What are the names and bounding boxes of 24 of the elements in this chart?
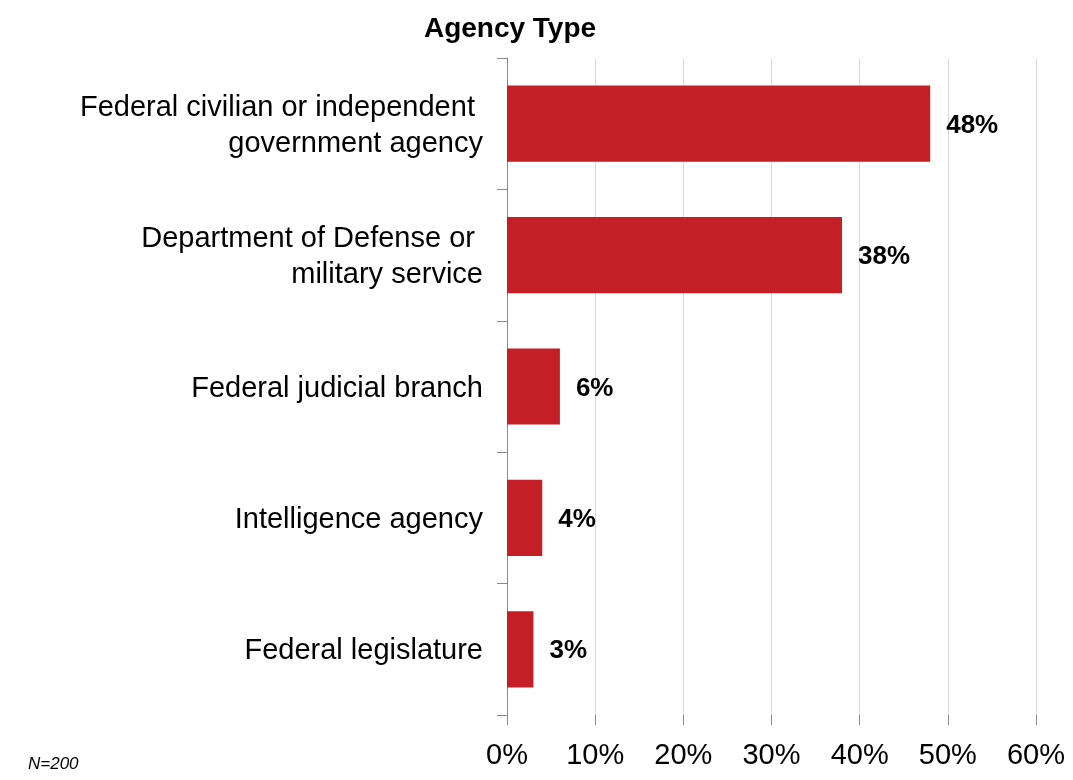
y-tick-label: Federal judicial branch	[191, 370, 483, 403]
x-tick-label: 40%	[830, 737, 889, 770]
chart-title: Agency Type	[423, 11, 597, 43]
data-label: 38%	[858, 240, 911, 271]
y-tick-label: Federal civilian or independent government agency	[79, 89, 484, 158]
y-tick-label: Department of Defense or military service	[141, 221, 483, 290]
bar	[507, 85, 931, 162]
x-tick-label: 30%	[742, 737, 801, 770]
y-tick-label: Intelligence agency	[234, 501, 484, 534]
data-label: 6%	[575, 371, 614, 402]
data-label: 3%	[549, 634, 588, 665]
x-tick-label: 20%	[654, 737, 713, 770]
bar	[507, 479, 543, 557]
text: N=200	[28, 754, 80, 773]
x-tick-label: 10%	[566, 737, 625, 770]
data-label: 4%	[558, 502, 596, 533]
y-tick-label: Federal legislature	[244, 633, 483, 666]
bar	[507, 611, 534, 688]
x-tick-label: 50%	[918, 737, 977, 770]
data-label: 48%	[946, 108, 999, 139]
x-tick-label: 0%	[486, 737, 528, 770]
bar	[507, 348, 560, 425]
x-tick-label: 60%	[1006, 737, 1066, 770]
bar	[507, 216, 843, 294]
